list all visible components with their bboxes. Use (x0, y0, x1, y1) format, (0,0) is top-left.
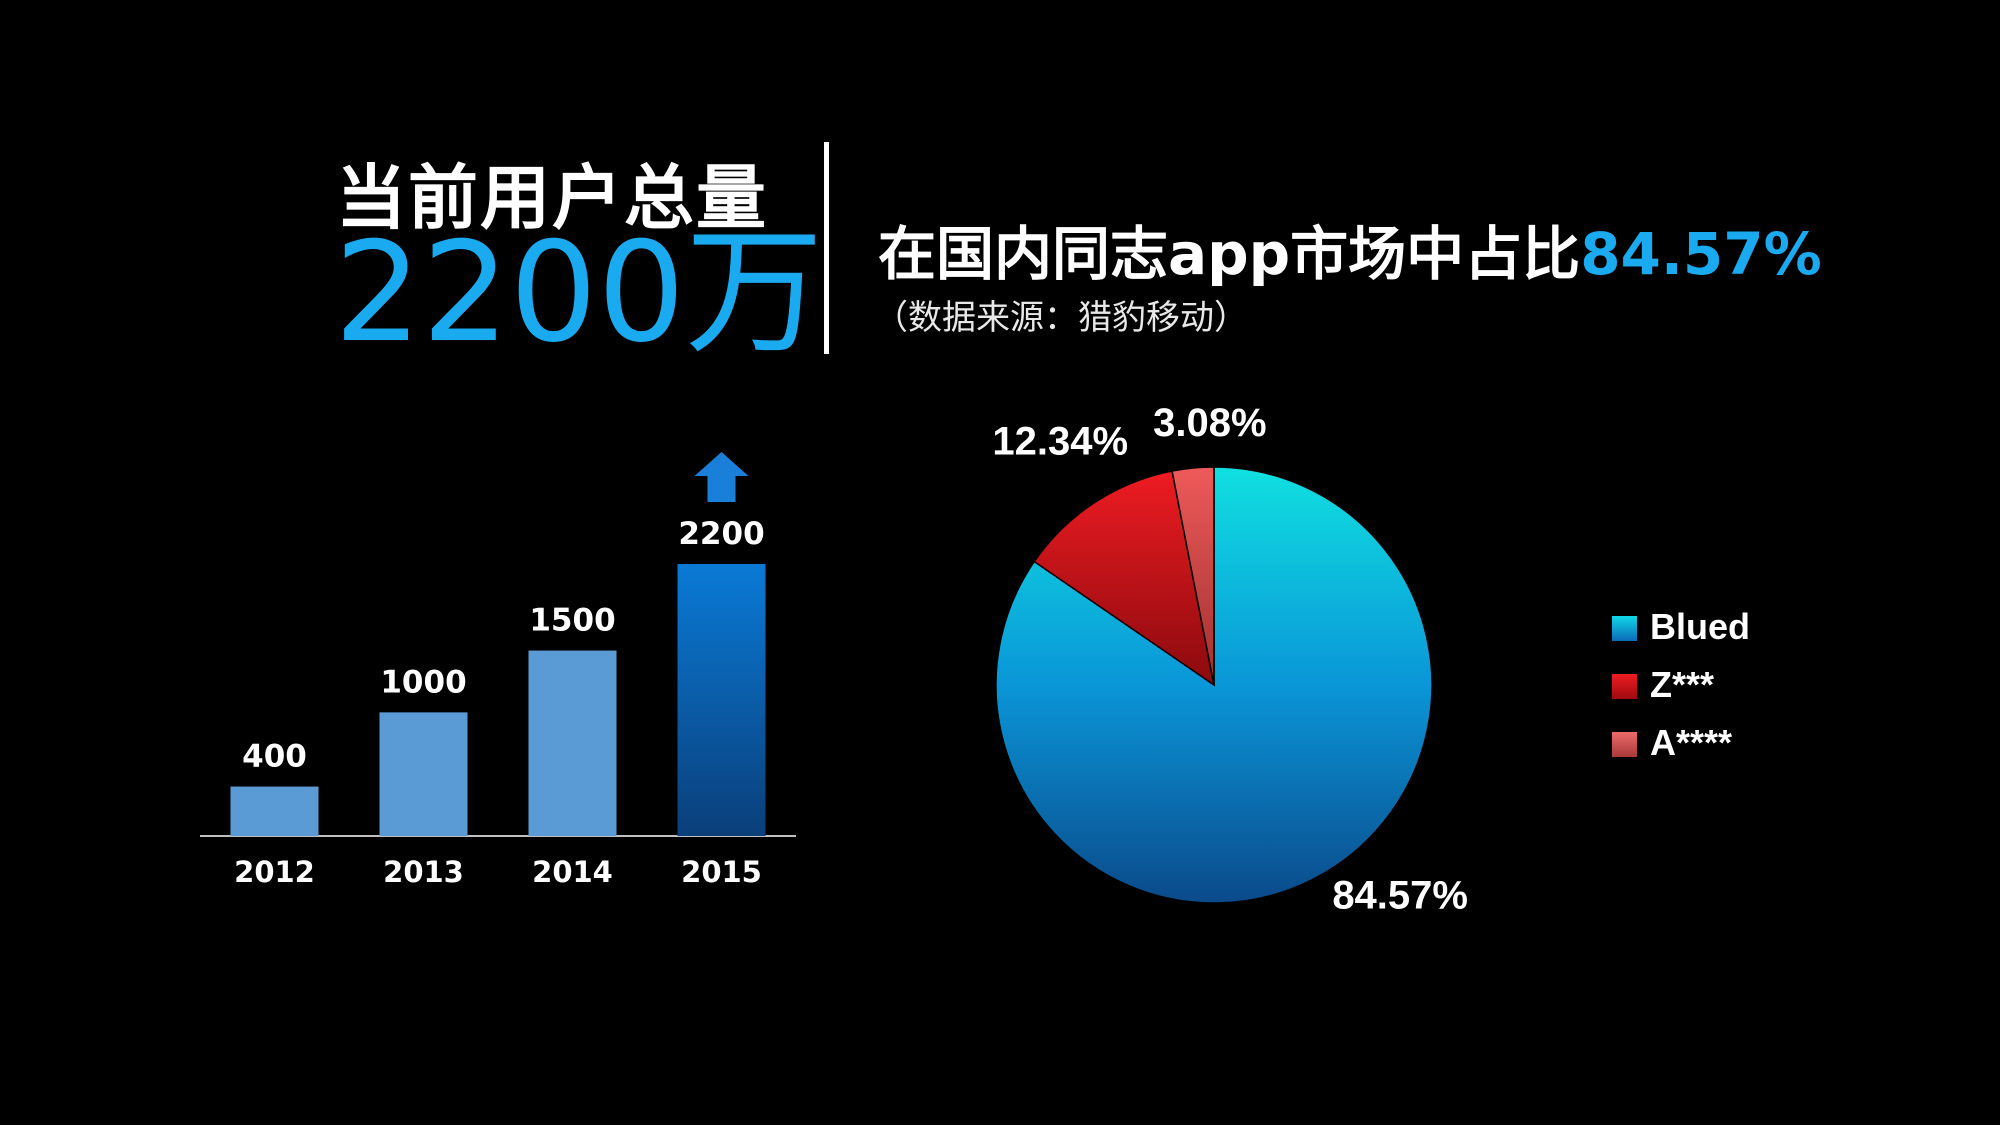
bar-category-label: 2015 (681, 855, 762, 889)
total-users-label: 当前用户总量 (336, 157, 768, 239)
market-share-headline: 在国内同志app市场中占比84.57% (878, 207, 1822, 291)
bar-category-label: 2012 (234, 855, 315, 889)
total-users-value: 2200万 (334, 212, 824, 373)
bar-2013 (379, 712, 468, 836)
bar-value-label: 2200 (678, 516, 764, 552)
bar-category-label: 2014 (532, 855, 613, 889)
bar-chart: 400 2012 1000 2013 1500 2014 2200 2015 (200, 452, 796, 889)
legend-swatch (1612, 674, 1637, 699)
pie-value-label: 3.08% (1153, 401, 1266, 445)
up-arrow-icon (694, 452, 749, 502)
data-source-note: （数据来源：猎豹移动） (874, 298, 1248, 338)
bar-value-label: 400 (242, 739, 307, 775)
legend-label: Blued (1650, 606, 1750, 647)
bar-2015 (677, 564, 766, 836)
pie-slice-A (1171, 466, 1215, 686)
bar-value-label: 1000 (380, 664, 466, 700)
market-share-text: 在国内同志app市场中占比 (878, 220, 1581, 288)
legend-label: A**** (1650, 722, 1732, 763)
legend-label: Z*** (1650, 664, 1714, 705)
market-share-value: 84.57% (1580, 220, 1822, 288)
pie-value-label: 84.57% (1332, 874, 1468, 918)
pie-slice-Z (1033, 470, 1216, 687)
bar-2014 (528, 650, 617, 836)
bar-category-label: 2013 (383, 855, 464, 889)
divider (824, 142, 829, 354)
pie-chart: 84.57% 12.34% 3.08% Blued Z*** A**** (992, 401, 1750, 918)
legend-swatch (1612, 616, 1637, 641)
pie-value-label: 12.34% (992, 419, 1128, 463)
bar-2012 (230, 786, 319, 836)
bar-value-label: 1500 (529, 603, 615, 639)
legend-swatch (1612, 732, 1637, 757)
